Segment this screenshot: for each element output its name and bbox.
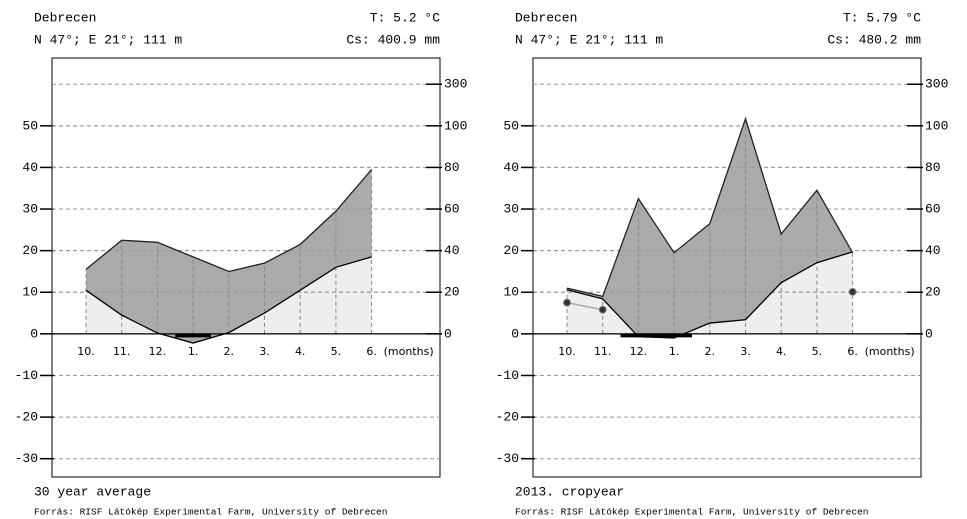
y-tick-label: 30 bbox=[22, 201, 38, 216]
y2-tick-label: 300 bbox=[444, 77, 467, 92]
y-tick-label: 30 bbox=[503, 201, 519, 216]
x-tick-label: 12. bbox=[630, 345, 648, 358]
y2-tick-label: 40 bbox=[925, 243, 941, 258]
mean-temperature: T: 5.2 °C bbox=[370, 10, 440, 25]
y-tick-label: 10 bbox=[22, 285, 38, 300]
y-tick-label: 50 bbox=[503, 118, 519, 133]
precipitation-line bbox=[566, 116, 854, 298]
x-tick-label: 1. bbox=[669, 345, 680, 358]
y-tick-label: -10 bbox=[15, 368, 38, 383]
y2-tick-label: 100 bbox=[925, 118, 948, 133]
plot-frame bbox=[51, 57, 441, 478]
y2-tick-label: 300 bbox=[925, 77, 948, 92]
y-tick-label: 40 bbox=[503, 160, 519, 175]
y-tick-label: -20 bbox=[496, 410, 519, 425]
y-tick-label: -30 bbox=[496, 451, 519, 466]
x-tick-label: 3. bbox=[740, 345, 751, 358]
y-tick-label: -20 bbox=[15, 410, 38, 425]
x-tick-label: 10. bbox=[558, 345, 576, 358]
y-tick-label: 10 bbox=[503, 285, 519, 300]
x-axis-label: (months) bbox=[865, 345, 915, 358]
y2-tick-label: 100 bbox=[444, 118, 467, 133]
annual-precipitation: Cs: 480.2 mm bbox=[827, 32, 921, 47]
mean-temperature: T: 5.79 °C bbox=[843, 10, 921, 25]
y2-tick-label: 60 bbox=[444, 201, 460, 216]
x-tick-label: 5. bbox=[812, 345, 823, 358]
x-tick-label: 5. bbox=[331, 345, 342, 358]
x-tick-label: 4. bbox=[295, 345, 306, 358]
x-axis-label: (months) bbox=[384, 345, 434, 358]
y2-tick-label: 80 bbox=[925, 160, 941, 175]
station: Debrecen bbox=[34, 10, 96, 25]
chart-title: 2013. cropyear bbox=[515, 484, 624, 499]
temperature-area bbox=[86, 256, 372, 344]
x-tick-label: 11. bbox=[594, 345, 612, 358]
y2-tick-label: 40 bbox=[444, 243, 460, 258]
y-tick-label: 40 bbox=[22, 160, 38, 175]
y-tick-label: -10 bbox=[496, 368, 519, 383]
x-tick-label: 1. bbox=[188, 345, 199, 358]
marker bbox=[598, 305, 607, 314]
y2-tick-label: 80 bbox=[444, 160, 460, 175]
x-tick-label: 11. bbox=[113, 345, 131, 358]
precipitation-line bbox=[85, 169, 373, 273]
x-tick-label: 2. bbox=[224, 345, 235, 358]
x-tick-label: 12. bbox=[149, 345, 167, 358]
chart-title: 30 year average bbox=[34, 484, 151, 499]
plot-frame bbox=[532, 57, 922, 478]
marker bbox=[848, 287, 857, 296]
source: Forrás: RISF Látókép Experimental Farm, … bbox=[515, 507, 868, 518]
source: Forrás: RISF Látókép Experimental Farm, … bbox=[34, 507, 387, 518]
x-tick-label: 6. bbox=[847, 345, 858, 358]
y-tick-label: -30 bbox=[15, 451, 38, 466]
x-tick-label: 2. bbox=[705, 345, 716, 358]
location: N 47°; E 21°; 111 m bbox=[34, 32, 182, 47]
y-tick-label: 0 bbox=[511, 326, 519, 341]
y2-tick-label: 20 bbox=[444, 285, 460, 300]
temperature-line bbox=[85, 256, 372, 344]
station: Debrecen bbox=[515, 10, 577, 25]
annual-precipitation: Cs: 400.9 mm bbox=[346, 32, 440, 47]
humid-area bbox=[86, 169, 372, 344]
y2-tick-label: 0 bbox=[444, 326, 452, 341]
temperature-line bbox=[566, 251, 853, 339]
climate-chart: Debrecen N 47°; E 21°; 111 m T: 5.79 °C Cs:… bbox=[496, 10, 949, 517]
location: N 47°; E 21°; 111 m bbox=[515, 32, 663, 47]
y-tick-label: 0 bbox=[30, 326, 38, 341]
y2-tick-label: 0 bbox=[925, 326, 933, 341]
x-tick-label: 10. bbox=[77, 345, 95, 358]
climate-chart: Debrecen N 47°; E 21°; 111 m T: 5.2 °C Cs: … bbox=[15, 10, 468, 517]
y-tick-label: 50 bbox=[22, 118, 38, 133]
x-tick-label: 4. bbox=[776, 345, 787, 358]
y2-tick-label: 20 bbox=[925, 285, 941, 300]
y-tick-label: 20 bbox=[22, 243, 38, 258]
marker-link bbox=[566, 301, 603, 311]
y-tick-label: 20 bbox=[503, 243, 519, 258]
y2-tick-label: 60 bbox=[925, 201, 941, 216]
x-tick-label: 3. bbox=[259, 345, 270, 358]
x-tick-label: 6. bbox=[366, 345, 377, 358]
marker bbox=[563, 298, 571, 307]
